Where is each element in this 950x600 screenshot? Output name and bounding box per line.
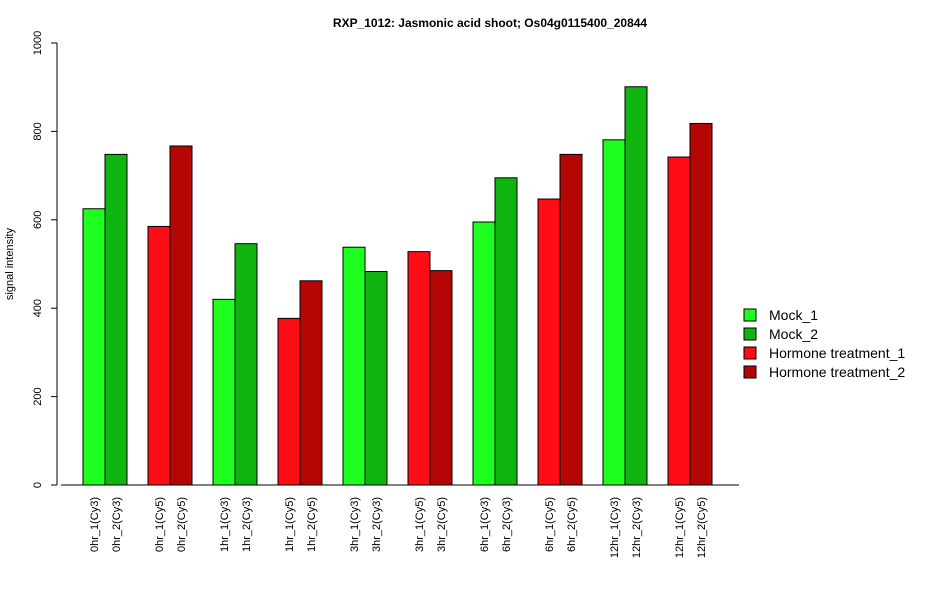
x-tick-labels: 0hr_1(Cy3) 0hr_2(Cy3) 0hr_1(Cy5) 0hr_2(Cy5)… [89, 497, 708, 558]
x-tick-label: 12hr_2(Cy5) [696, 497, 708, 558]
bar [212, 298, 236, 486]
x-tick-label: 12hr_2(Cy3) [631, 497, 643, 558]
bar [299, 280, 323, 486]
bar [169, 145, 193, 486]
y-tick-label: 400 [32, 299, 44, 317]
x-tick-label: 0hr_1(Cy3) [89, 497, 101, 552]
y-tick-label: 600 [32, 211, 44, 229]
y-tick-label: 800 [32, 122, 44, 140]
bar [104, 153, 128, 486]
x-tick-label: 3hr_2(Cy3) [371, 497, 383, 552]
legend-item-label: Mock_2 [769, 326, 818, 342]
bar [624, 86, 648, 486]
bars-group [82, 86, 713, 486]
bar [147, 225, 171, 486]
legend: Mock_1 Mock_2 Hormone treatment_1 Hormone t… [743, 307, 905, 380]
legend-swatch [743, 308, 757, 322]
x-tick-label: 12hr_1(Cy3) [609, 497, 621, 558]
bar [667, 156, 691, 486]
x-tick-label: 1hr_1(Cy5) [284, 497, 296, 552]
y-axis: 0 200 400 600 800 1000 [32, 31, 58, 488]
chart-title: RXP_1012: Jasmonic acid shoot; Os04g0115… [333, 16, 648, 30]
bar [602, 139, 626, 486]
x-tick-label: 3hr_2(Cy5) [436, 497, 448, 552]
y-axis-label: signal intensity [4, 227, 16, 300]
y-tick-label: 0 [32, 482, 44, 488]
legend-swatch [743, 346, 757, 360]
x-tick-label: 0hr_1(Cy5) [154, 497, 166, 552]
bar [494, 177, 518, 486]
x-tick-label: 6hr_1(Cy5) [544, 497, 556, 552]
y-tick-label: 200 [32, 387, 44, 405]
x-tick-label: 6hr_2(Cy3) [501, 497, 513, 552]
x-tick-label: 1hr_2(Cy5) [306, 497, 318, 552]
x-tick-label: 6hr_1(Cy3) [479, 497, 491, 552]
bar [234, 243, 258, 486]
x-tick-label: 12hr_1(Cy5) [674, 497, 686, 558]
legend-swatch [743, 327, 757, 341]
bar [82, 208, 106, 486]
bar [472, 221, 496, 486]
x-tick-label: 1hr_2(Cy3) [241, 497, 253, 552]
x-tick-label: 6hr_2(Cy5) [566, 497, 578, 552]
bar [364, 271, 388, 486]
x-tick-label: 1hr_1(Cy3) [219, 497, 231, 552]
legend-item-label: Mock_1 [769, 307, 818, 323]
legend-swatch [743, 365, 757, 379]
x-tick-label: 0hr_2(Cy3) [111, 497, 123, 552]
bar [407, 251, 431, 486]
legend-item-label: Hormone treatment_1 [769, 345, 905, 361]
bar [277, 317, 301, 486]
x-tick-label: 0hr_2(Cy5) [176, 497, 188, 552]
y-tick-label: 1000 [32, 31, 44, 55]
bar [429, 270, 453, 486]
x-tick-label: 3hr_1(Cy3) [349, 497, 361, 552]
bar [537, 198, 561, 486]
bar [342, 246, 366, 486]
legend-item-label: Hormone treatment_2 [769, 364, 905, 380]
x-tick-label: 3hr_1(Cy5) [414, 497, 426, 552]
bar [689, 122, 713, 486]
bar [559, 153, 583, 486]
